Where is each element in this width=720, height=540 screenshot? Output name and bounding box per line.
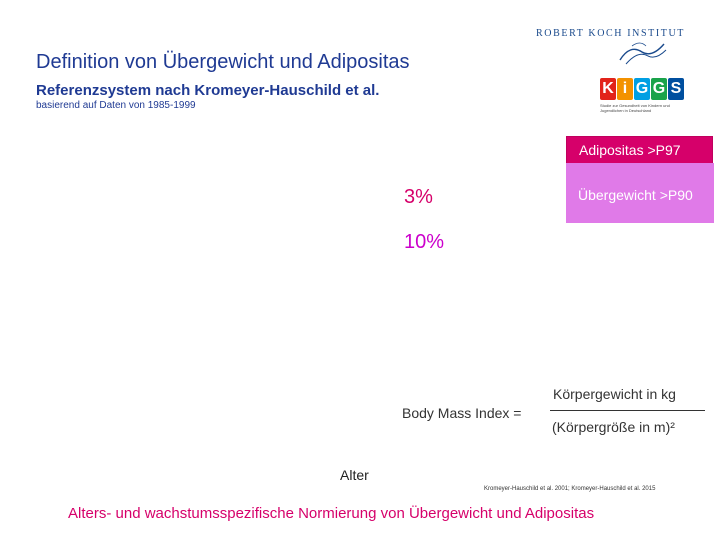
adipositas-percentage: 3% (404, 186, 433, 208)
x-axis-label: Alter (340, 467, 369, 483)
bmi-fraction-line (550, 410, 705, 411)
kiggs-letter: K (600, 78, 616, 100)
slide-subtitle: Referenzsystem nach Kromeyer-Hauschild e… (36, 82, 380, 99)
kiggs-letter: G (651, 78, 667, 100)
bmi-numerator: Körpergewicht in kg (553, 386, 676, 402)
slide-title: Definition von Übergewicht und Adiposita… (36, 51, 410, 73)
uebergewicht-percentage: 10% (404, 231, 445, 253)
kiggs-letter: i (617, 78, 633, 100)
bmi-denominator: (Körpergröße in m)² (552, 419, 675, 435)
legend-adipositas: Adipositas >P97 (566, 136, 713, 164)
kiggs-letter: G (634, 78, 650, 100)
rki-logo-text: ROBERT KOCH INSTITUT (536, 28, 685, 39)
footer-caption: Alters- und wachstumsspezifische Normier… (68, 505, 595, 522)
kiggs-caption: Studie zur Gesundheit von Kindern und Ju… (600, 103, 670, 113)
legend-uebergewicht: Übergewicht >P90 (566, 163, 714, 223)
kiggs-letter: S (668, 78, 684, 100)
legend-uebergewicht-label: Übergewicht >P90 (578, 187, 693, 203)
data-basis-note: basierend auf Daten von 1985-1999 (36, 100, 196, 111)
kiggs-logo: K i G G S (600, 78, 684, 100)
references: Kromeyer-Hauschild et al. 2001; Kromeyer… (484, 486, 656, 492)
rki-logo-icon (619, 42, 667, 65)
bmi-label: Body Mass Index = (402, 405, 522, 421)
